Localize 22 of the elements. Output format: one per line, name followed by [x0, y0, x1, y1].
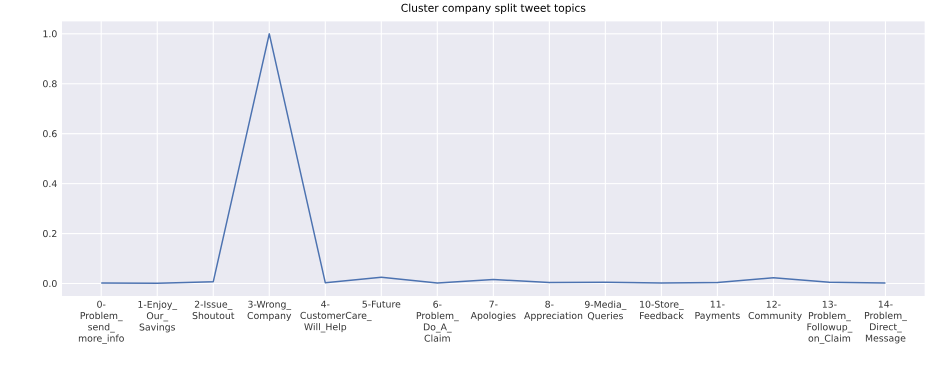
x-tick-label: 10-Store_Feedback	[640, 300, 684, 320]
y-tick-label: 0.8	[43, 80, 57, 88]
y-tick-label: 0.0	[43, 280, 57, 288]
x-tick-label: 7-Apologies	[470, 300, 516, 321]
y-tick-label: 0.6	[43, 130, 57, 138]
y-tick-label: 0.4	[43, 180, 57, 188]
line-series	[100, 33, 886, 284]
x-tick-label: 12-Community	[748, 300, 802, 321]
chart-title: Cluster company split tweet topics	[401, 4, 586, 14]
y-tick-label: 0.2	[43, 230, 56, 238]
x-tick-label: 11-Payments	[695, 300, 740, 321]
x-tick-label: 8-Appreciation	[524, 300, 582, 321]
y-tick-label: 1.0	[43, 30, 57, 38]
x-tick-label: 2-Issue_Shoutout	[192, 300, 234, 320]
x-tick-label: 14-Problem_Direct_Message	[864, 300, 907, 344]
x-tick-label: 3-Wrong_Company	[248, 300, 292, 321]
x-tick-label: 5-Future	[362, 300, 400, 308]
x-tick-label: 1-Enjoy_Our_Savings	[138, 300, 178, 332]
x-tick-label: 0-Problem_send_more_info	[78, 300, 124, 344]
x-tick-label: 9-Media_Queries	[584, 300, 626, 320]
x-tick-label: 13-Problem_Followup_on_Claim	[807, 300, 852, 344]
x-tick-label: 6-Problem_Do_A_Claim	[416, 300, 459, 342]
